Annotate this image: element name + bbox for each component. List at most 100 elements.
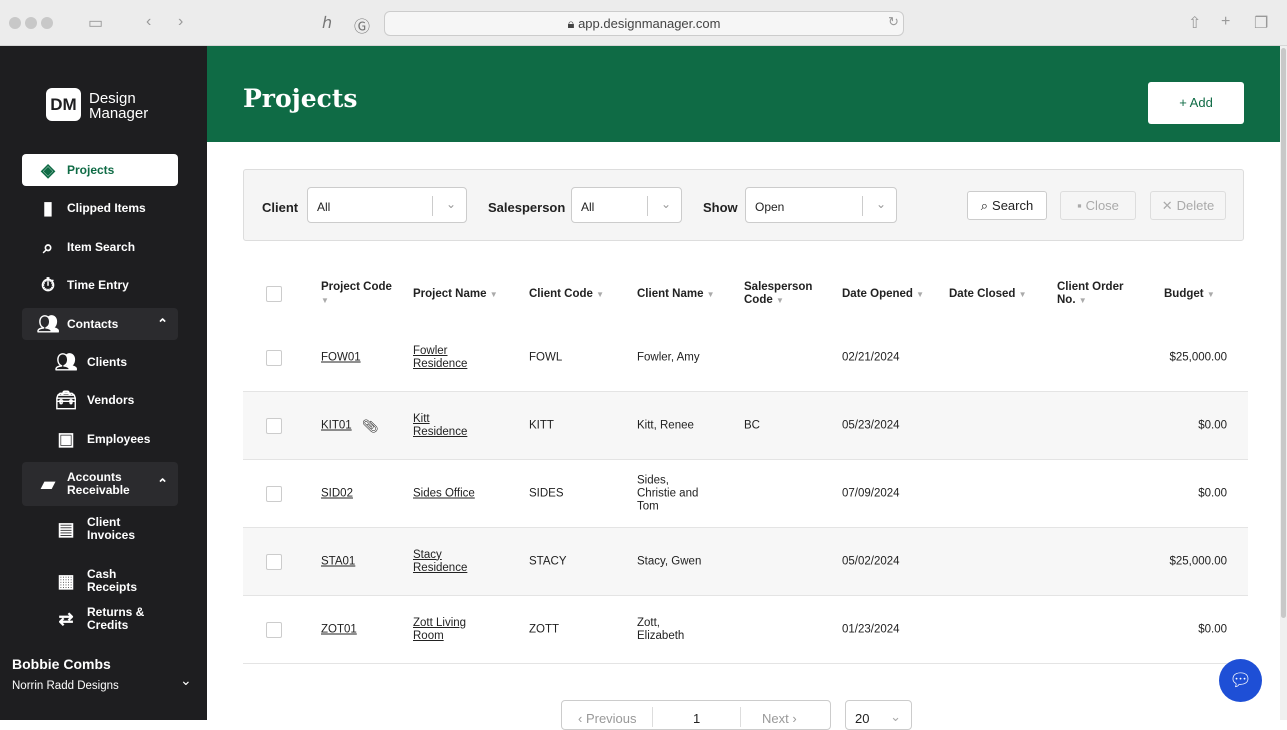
column-header[interactable]: Project Code ▼ <box>321 281 392 305</box>
show-select[interactable]: Open ⌄ <box>745 187 897 223</box>
cell-client-code: KITT <box>529 419 554 431</box>
row-checkbox[interactable] <box>266 485 282 502</box>
table-row[interactable]: STA01 Stacy Residence STACY Stacy, Gwen 05/0… <box>243 528 1248 596</box>
cell-name[interactable]: Fowler Residence <box>413 344 468 370</box>
table-row[interactable]: ZOT01 Zott Living Room ZOTT Zott, Elizabeth… <box>243 596 1248 664</box>
sort-icon: ▼ <box>596 290 605 299</box>
sidebar-item-vendors[interactable]: 🧰︎ Vendors <box>22 384 178 416</box>
sort-icon: ▼ <box>706 290 715 299</box>
page-number[interactable]: 1 <box>693 711 701 726</box>
column-header[interactable]: Date Closed ▼ <box>949 288 1027 300</box>
cell-code[interactable]: SID02 <box>321 487 353 499</box>
cell-salesperson: BC <box>744 419 760 431</box>
sidebar-item-label: Clipped Items <box>67 200 146 215</box>
reload-icon[interactable]: ↻ <box>888 14 899 29</box>
chevron-up-icon[interactable]: ⌃ <box>157 316 168 331</box>
chat-launcher-button[interactable]: 💬︎ <box>1219 659 1262 702</box>
sidebar-toggle-icon[interactable]: ▭ <box>88 15 104 32</box>
people-icon: 👥︎ <box>36 313 60 334</box>
sidebar-item-label: Contacts <box>67 316 119 331</box>
window-minimize-button[interactable] <box>25 17 37 29</box>
new-tab-icon[interactable]: + <box>1221 13 1231 30</box>
sidebar-item-client-invoices[interactable]: ▤ Client Invoices <box>22 513 178 545</box>
grammarly-icon[interactable]: Ⓖ <box>354 19 371 36</box>
forward-icon[interactable]: › <box>178 13 184 30</box>
column-header[interactable]: Date Opened ▼ <box>842 288 925 300</box>
column-header[interactable]: Client Code ▼ <box>529 288 605 300</box>
cell-name[interactable]: Sides Office <box>413 487 475 499</box>
cell-budget: $0.00 <box>1198 419 1227 431</box>
sort-icon: ▼ <box>1078 296 1087 305</box>
next-button[interactable]: Next › <box>762 711 797 726</box>
client-label: Client <box>262 200 299 215</box>
chevron-up-icon[interactable]: ⌃ <box>157 476 168 491</box>
page-size-select[interactable]: 20 ⌄ <box>845 700 912 730</box>
window-zoom-button[interactable] <box>41 17 53 29</box>
cell-client-name: Zott, Elizabeth <box>637 616 685 642</box>
close-button[interactable]: ▪ Close <box>1060 191 1136 220</box>
address-bar[interactable]: 🔒︎ app.designmanager.com <box>384 11 904 36</box>
table-row[interactable]: FOW01 Fowler Residence FOWL Fowler, Amy 02/2… <box>243 324 1248 392</box>
cell-client-code: FOWL <box>529 351 563 363</box>
column-header[interactable]: Client Order No. ▼ <box>1057 281 1124 306</box>
browser-toolbar: ▭ ‹ › ℎ Ⓖ 🔒︎ app.designmanager.com ↻ ⇧ +… <box>0 0 1287 46</box>
sort-icon: ▼ <box>775 296 784 305</box>
sidebar-item-contacts[interactable]: 👥︎ Contacts ⌃ <box>22 308 178 340</box>
sidebar-item-clipped-items[interactable]: ▮ Clipped Items <box>22 192 178 224</box>
sidebar-item-cash-receipts[interactable]: ▦ Cash Receipts <box>22 565 178 597</box>
table-row[interactable]: SID02 Sides Office SIDES Sides, Christie an… <box>243 460 1248 528</box>
sidebar-item-label: Cash Receipts <box>87 567 138 594</box>
search-icon: ⌕ <box>980 197 989 213</box>
show-label: Show <box>703 200 738 215</box>
column-header[interactable]: Project Name ▼ <box>413 288 498 300</box>
select-all-checkbox[interactable] <box>266 286 282 302</box>
client-select[interactable]: All ⌄ <box>307 187 467 223</box>
sidebar-item-returns-credits[interactable]: ⇄ Returns & Credits <box>22 603 178 635</box>
add-button[interactable]: + Add <box>1148 82 1244 124</box>
cell-name[interactable]: Zott Living Room <box>413 616 467 642</box>
cell-opened: 05/02/2024 <box>842 555 900 567</box>
cell-code[interactable]: ZOT01 <box>321 623 357 635</box>
close-icon: ✕ <box>1161 197 1173 213</box>
row-checkbox[interactable] <box>266 417 282 434</box>
sidebar-item-accounts-receivable[interactable]: ▰ Accounts Receivable ⌃ <box>22 462 178 506</box>
sidebar-item-time-entry[interactable]: ⏱︎ Time Entry <box>22 269 178 301</box>
cell-name[interactable]: Kitt Residence <box>413 412 468 438</box>
scrollbar[interactable] <box>1280 46 1287 720</box>
row-checkbox[interactable] <box>266 349 282 366</box>
row-checkbox[interactable] <box>266 553 282 570</box>
window-close-button[interactable] <box>9 17 21 29</box>
attachment-icon[interactable]: 📎︎ <box>362 418 379 433</box>
cell-code[interactable]: STA01 <box>321 555 356 567</box>
column-header[interactable]: Salesperson Code ▼ <box>744 281 813 306</box>
sidebar: DM Design Manager ◈ Projects ▮ Clipped Items… <box>0 46 207 720</box>
extension-icon[interactable]: ℎ <box>322 15 333 32</box>
chevron-down-icon: ⌄ <box>890 709 901 724</box>
sidebar-item-label: Accounts Receivable <box>67 470 130 497</box>
tabs-overview-icon[interactable]: ❐ <box>1254 15 1269 32</box>
cell-code[interactable]: FOW01 <box>321 351 361 363</box>
sidebar-item-item-search[interactable]: ⌕ Item Search <box>22 231 178 263</box>
user-menu-chevron-icon[interactable]: ⌄ <box>180 672 192 688</box>
table-row[interactable]: KIT01 Kitt Residence KITT Kitt, Renee BC 05/2… <box>243 392 1248 460</box>
cell-code[interactable]: KIT01 <box>321 419 352 431</box>
sidebar-item-clients[interactable]: 👥︎ Clients <box>22 346 178 378</box>
share-icon[interactable]: ⇧ <box>1188 15 1202 32</box>
delete-button[interactable]: ✕ Delete <box>1150 191 1226 220</box>
cell-client-name: Stacy, Gwen <box>637 555 702 567</box>
salesperson-select[interactable]: All ⌄ <box>571 187 682 223</box>
back-icon[interactable]: ‹ <box>146 13 152 30</box>
cell-name[interactable]: Stacy Residence <box>413 548 468 574</box>
row-checkbox[interactable] <box>266 621 282 638</box>
cell-budget: $0.00 <box>1198 487 1227 499</box>
cell-opened: 07/09/2024 <box>842 487 900 499</box>
sidebar-item-label: Returns & Credits <box>87 605 145 632</box>
sidebar-item-label: Employees <box>87 431 151 446</box>
previous-button[interactable]: ‹ Previous <box>578 711 637 726</box>
sidebar-item-projects[interactable]: ◈ Projects <box>22 154 178 186</box>
column-header[interactable]: Client Name ▼ <box>637 288 715 300</box>
stopwatch-icon: ⏱︎ <box>40 274 56 295</box>
sidebar-item-employees[interactable]: ▣ Employees <box>22 423 178 455</box>
search-button[interactable]: ⌕ Search <box>967 191 1047 220</box>
column-header[interactable]: Budget ▼ <box>1164 288 1215 300</box>
